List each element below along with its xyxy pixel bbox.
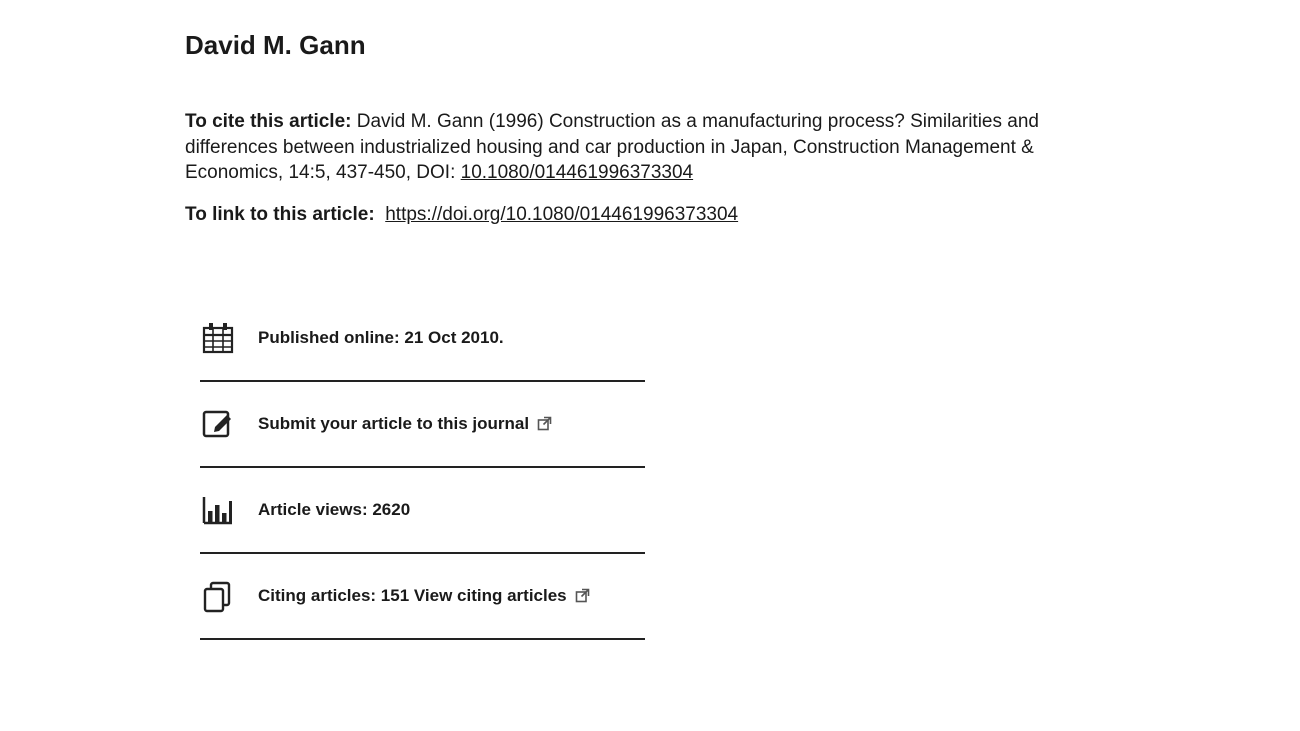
actions-panel: Published online: 21 Oct 2010. Submit yo… bbox=[200, 296, 645, 640]
citing-row[interactable]: Citing articles: 151 View citing article… bbox=[200, 554, 645, 638]
external-link-icon bbox=[537, 416, 552, 431]
article-link[interactable]: https://doi.org/10.1080/014461996373304 bbox=[385, 204, 738, 225]
citation-block: To cite this article: David M. Gann (199… bbox=[185, 109, 1105, 186]
views-text: Article views: 2620 bbox=[258, 500, 410, 520]
submit-row[interactable]: Submit your article to this journal bbox=[200, 382, 645, 466]
views-row: Article views: 2620 bbox=[200, 468, 645, 552]
citing-icon bbox=[200, 578, 236, 614]
calendar-icon bbox=[200, 320, 236, 356]
author-name: David M. Gann bbox=[185, 30, 1115, 61]
link-label: To link to this article: bbox=[185, 204, 375, 225]
citation-label: To cite this article: bbox=[185, 111, 351, 132]
citing-text: Citing articles: 151 View citing article… bbox=[258, 586, 567, 606]
submit-text: Submit your article to this journal bbox=[258, 414, 529, 434]
divider bbox=[200, 638, 645, 640]
edit-icon bbox=[200, 406, 236, 442]
bar-chart-icon bbox=[200, 492, 236, 528]
external-link-icon bbox=[575, 588, 590, 603]
citation-doi-link[interactable]: 10.1080/014461996373304 bbox=[461, 162, 693, 183]
published-text: Published online: 21 Oct 2010. bbox=[258, 328, 504, 348]
link-row: To link to this article: https://doi.org… bbox=[185, 204, 1115, 226]
published-row: Published online: 21 Oct 2010. bbox=[200, 296, 645, 380]
